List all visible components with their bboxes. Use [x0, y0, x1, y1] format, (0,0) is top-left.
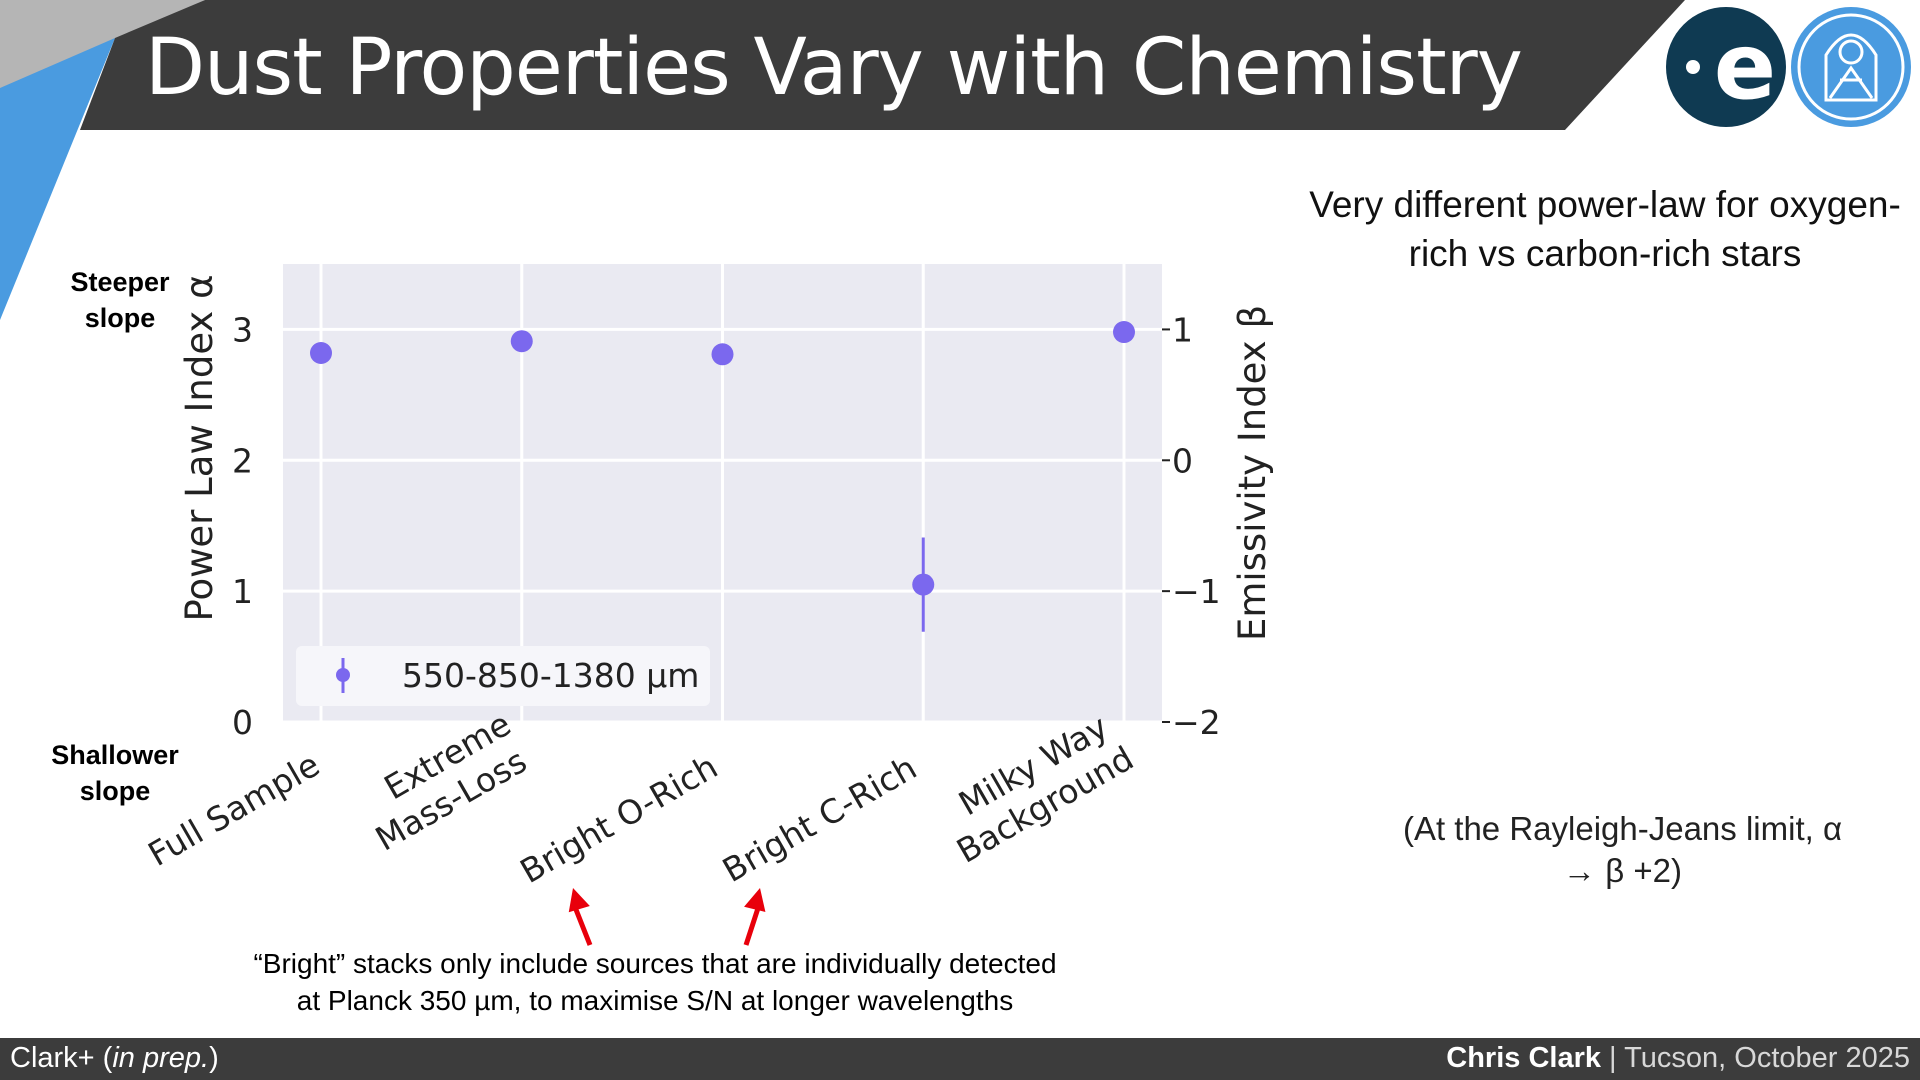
footer-citation-italic: in prep. — [112, 1042, 210, 1074]
eso-logo-telescope — [1838, 39, 1864, 65]
data-point — [510, 330, 533, 353]
legend-box — [296, 646, 710, 706]
slide-title: Dust Properties Vary with Chemistry — [145, 23, 1523, 113]
y2-tick-label: −1 — [1172, 572, 1221, 611]
category-label-line: Bright C-Rich — [716, 748, 923, 890]
bright-note-line-2: at Planck 350 µm, to maximise S/N at lon… — [296, 985, 1014, 1016]
eso-logo — [1791, 7, 1911, 127]
eso-logo-mount — [1828, 65, 1874, 99]
category-label: Milky WayBackground — [930, 704, 1140, 871]
shallower-label-line-2: slope — [79, 776, 151, 806]
arrow-head — [568, 888, 590, 913]
y2-tick-label: 1 — [1172, 310, 1193, 349]
shallower-label-line-1: Shallower — [51, 740, 179, 770]
bright-stacks-note: “Bright” stacks only include sources tha… — [180, 945, 1130, 1019]
steeper-slope-label: Steeper slope — [60, 264, 180, 336]
rayleigh-jeans-note: (At the Rayleigh-Jeans limit, α → β +2) — [1402, 810, 1843, 889]
esa-logo-circle — [1666, 7, 1786, 127]
shallower-slope-label: Shallower slope — [40, 737, 190, 809]
y-tick-label: 3 — [232, 310, 253, 349]
footer-presenter: Chris Clark | Tucson, October 2025 — [1446, 1042, 1910, 1075]
category-label: Bright O-Rich — [514, 747, 725, 891]
y-tick-label: 0 — [232, 703, 253, 742]
grid-lines — [283, 264, 1162, 724]
arrow-head — [744, 888, 766, 912]
footer-citation-suffix: ) — [209, 1042, 219, 1074]
footer-event: Tucson, October 2025 — [1624, 1042, 1910, 1074]
data-point — [912, 573, 935, 596]
steeper-label-line-1: Steeper — [70, 267, 170, 297]
category-label: Bright C-Rich — [716, 748, 923, 890]
steeper-label-line-2: slope — [84, 303, 156, 333]
title-banner — [80, 0, 1685, 130]
esa-logo-dot — [1686, 60, 1700, 74]
y-tick-label: 2 — [232, 441, 253, 480]
data-point — [310, 341, 332, 364]
footer-citation: Clark+ (in prep.) — [10, 1042, 219, 1075]
data-point — [711, 343, 734, 366]
power-law-chart: 0 1 2 3 −2 −1 0 1 Full Sample ExtremeMass-LossBr… — [141, 264, 1274, 946]
eso-logo-dome — [1824, 33, 1878, 102]
footer-presenter-name: Chris Clark — [1446, 1042, 1601, 1074]
esa-logo-letter: e — [1714, 13, 1776, 120]
category-label: ExtremeMass-Loss — [349, 704, 538, 858]
data-point — [1113, 321, 1135, 344]
footer-citation-prefix: Clark+ ( — [10, 1042, 113, 1074]
eso-logo-ring — [1797, 13, 1905, 121]
axis-ticks: 0 1 2 3 −2 −1 0 1 — [232, 310, 1221, 742]
y-tick-label: 1 — [232, 572, 253, 611]
footer-bar: Clark+ (in prep.) Chris Clark | Tucson, … — [0, 1038, 1920, 1080]
bright-note-line-1: “Bright” stacks only include sources tha… — [253, 948, 1057, 979]
data-points — [310, 321, 1135, 632]
esa-logo: e — [1666, 7, 1786, 127]
legend-label: 550-850-1380 µm — [402, 656, 699, 695]
oxygen-carbon-note: Very different power-law for oxygen-rich… — [1309, 184, 1901, 274]
chart-legend: 550-850-1380 µm — [296, 646, 710, 706]
y2-tick-label: −2 — [1172, 703, 1221, 742]
legend-marker — [336, 668, 350, 682]
footer-separator: | — [1601, 1042, 1625, 1074]
y2-tick-label: 0 — [1172, 441, 1193, 480]
annotation-arrows — [568, 888, 766, 946]
y-axis-title: Power Law Index α — [178, 275, 221, 622]
y2-axis-title: Emissivity Index β — [1231, 305, 1274, 641]
category-label-line: Bright O-Rich — [514, 747, 725, 891]
corner-blue-stripe — [0, 38, 115, 320]
